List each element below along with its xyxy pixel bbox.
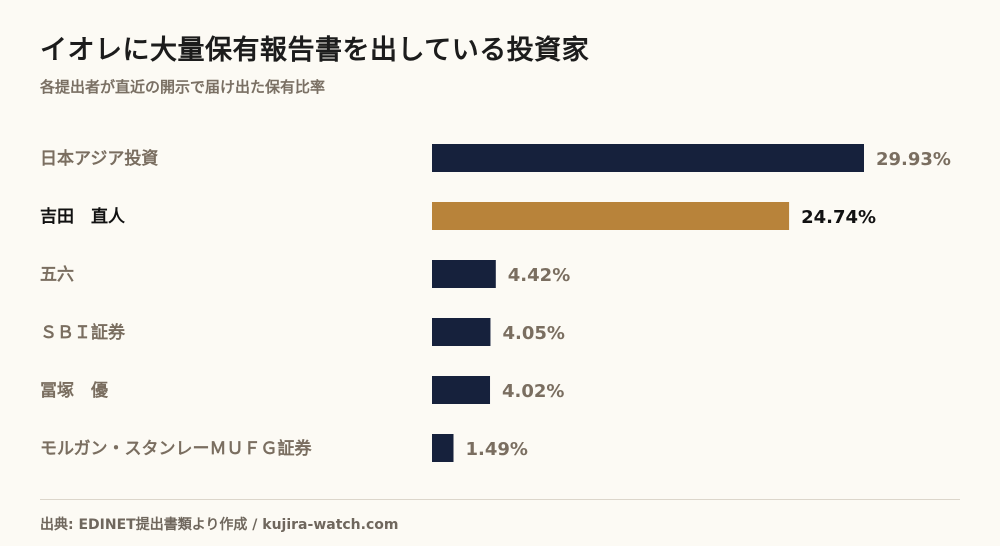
value-label: 4.02%	[502, 381, 564, 402]
value-label: 29.93%	[876, 149, 951, 170]
bar	[432, 202, 790, 230]
value-label: 4.05%	[502, 323, 564, 344]
category-label: 日本アジア投資	[40, 148, 158, 169]
category-label: ＳＢＩ証券	[40, 322, 126, 343]
value-label: 1.49%	[466, 439, 528, 460]
bar	[432, 260, 496, 288]
value-label: 24.74%	[801, 207, 876, 228]
value-label: 4.42%	[508, 265, 570, 286]
category-label: 五六	[40, 264, 74, 285]
footer-divider	[40, 499, 960, 500]
chart-subtitle: 各提出者が直近の開示で届け出た保有比率	[40, 78, 326, 96]
bar	[432, 144, 864, 172]
category-label: モルガン・スタンレーＭＵＦＧ証券	[40, 438, 312, 459]
source-note: 出典: EDINET提出書類より作成 / kujira-watch.com	[40, 517, 399, 533]
chart-title: イオレに大量保有報告書を出している投資家	[40, 35, 590, 66]
category-label: 冨塚 優	[40, 380, 109, 401]
category-label: 吉田 直人	[40, 206, 126, 227]
bar	[432, 434, 454, 462]
bar	[432, 376, 491, 404]
bar	[432, 318, 491, 346]
